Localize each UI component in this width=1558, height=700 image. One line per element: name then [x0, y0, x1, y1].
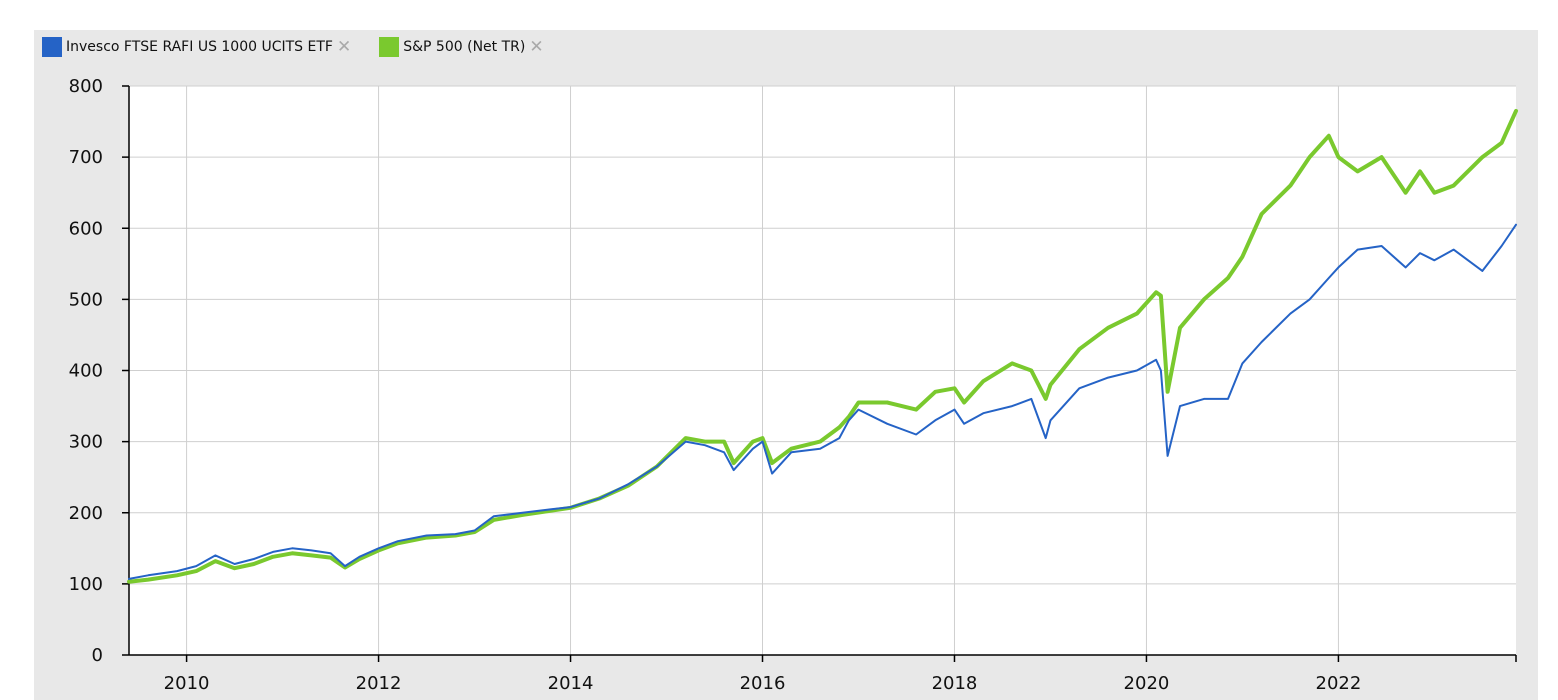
legend-swatch-etf: [42, 37, 62, 57]
legend-swatch-sp500: [379, 37, 400, 57]
series-layer: [127, 108, 1518, 584]
close-icon[interactable]: ✕: [529, 37, 544, 57]
legend-label-etf: Invesco FTSE RAFI US 1000 UCITS ETF: [66, 39, 333, 55]
legend-item-sp500[interactable]: S&P 500 (Net TR) ✕: [379, 37, 544, 57]
y-tick-label: 500: [69, 289, 103, 310]
y-tick-label: 800: [69, 76, 103, 97]
x-tick-label: 2022: [1316, 673, 1362, 694]
x-tick-label: 2016: [740, 673, 786, 694]
y-tick-label: 0: [92, 645, 103, 666]
close-icon[interactable]: ✕: [336, 37, 352, 57]
axes: [122, 85, 1517, 662]
x-tick-label: 2014: [548, 673, 594, 694]
x-tick-label: 2020: [1124, 673, 1170, 694]
series-line-etf: [128, 223, 1517, 580]
y-tick-label: 300: [69, 432, 103, 453]
x-tick-label: 2010: [164, 673, 210, 694]
y-tick-label: 700: [69, 147, 103, 168]
x-tick-label: 2012: [356, 673, 402, 694]
y-tick-label: 600: [69, 218, 103, 239]
tick-labels: 0 100 200 300 400 500 600 700 800 2010 2012 2014 201…: [69, 76, 1362, 694]
y-tick-label: 100: [69, 574, 103, 595]
legend: Invesco FTSE RAFI US 1000 UCITS ETF ✕ S&…: [42, 35, 572, 59]
series-line-sp500: [127, 108, 1518, 584]
x-tick-label: 2018: [932, 673, 978, 694]
y-tick-label: 400: [69, 361, 103, 382]
grid: [129, 85, 1516, 655]
y-tick-label: 200: [69, 503, 103, 524]
legend-item-etf[interactable]: Invesco FTSE RAFI US 1000 UCITS ETF ✕: [42, 37, 351, 57]
legend-label-sp500: S&P 500 (Net TR): [403, 39, 526, 55]
